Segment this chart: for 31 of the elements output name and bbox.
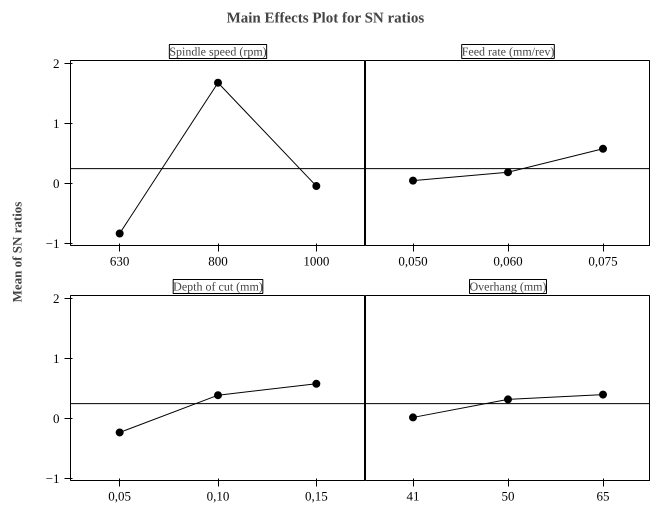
point xyxy=(116,428,124,436)
chart-subtitle: Depth of cut (mm) xyxy=(173,280,263,294)
chart-subtitle: Overhang (mm) xyxy=(470,280,546,294)
point xyxy=(214,391,222,400)
y-tick-label: 1 xyxy=(53,351,60,366)
y-tick-label: 2 xyxy=(53,56,60,72)
chart-subtitle: Feed rate (mm/rev) xyxy=(462,44,554,58)
point xyxy=(214,78,222,87)
x-tick-label: 0,15 xyxy=(304,488,328,504)
x-tick-label: 0,05 xyxy=(108,488,132,504)
x-tick-label: 1000 xyxy=(303,254,330,268)
chart-title: Main Effects Plot for SN ratios xyxy=(226,10,424,26)
y-axis-title: Mean of SN ratios xyxy=(10,202,24,302)
y-tick-label: −1 xyxy=(46,236,60,252)
point xyxy=(312,182,320,190)
point xyxy=(312,380,320,388)
x-tick-label: 50 xyxy=(502,488,514,504)
x-tick-label: 0,075 xyxy=(588,254,618,268)
x-tick-label: 800 xyxy=(208,254,228,268)
x-tick-label: 0,10 xyxy=(206,488,230,504)
y-tick-label: 1 xyxy=(53,116,60,132)
x-tick-label: 41 xyxy=(406,488,420,504)
y-tick-label: 0 xyxy=(53,411,60,426)
x-tick-label: 630 xyxy=(110,254,130,268)
y-tick-label: 0 xyxy=(53,176,60,192)
y-tick-label: 2 xyxy=(53,291,60,306)
point xyxy=(116,229,124,238)
x-tick-label: 0,060 xyxy=(493,254,523,268)
y-tick-label: −1 xyxy=(46,471,60,486)
x-tick-label: 65 xyxy=(596,488,610,504)
x-tick-label: 0,050 xyxy=(398,254,428,268)
